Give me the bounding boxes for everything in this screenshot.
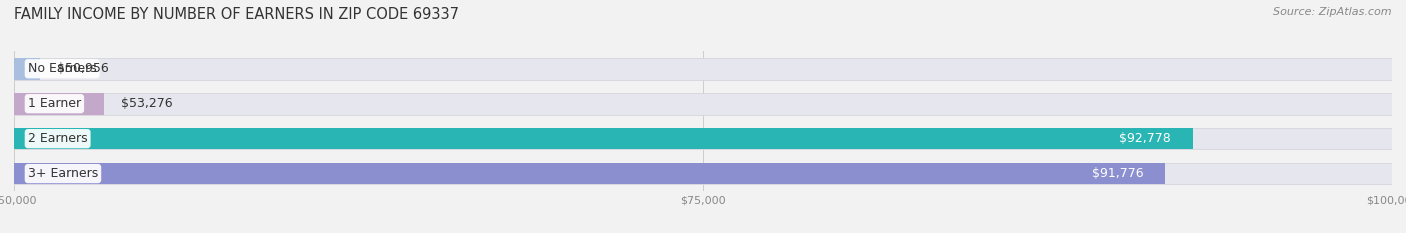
Text: 3+ Earners: 3+ Earners [28, 167, 98, 180]
Bar [14, 93, 104, 115]
Bar [14, 93, 1392, 115]
Bar [14, 163, 1166, 185]
Bar [14, 128, 1192, 150]
Bar [14, 163, 1392, 185]
Text: $92,778: $92,778 [1119, 132, 1171, 145]
Text: Source: ZipAtlas.com: Source: ZipAtlas.com [1274, 7, 1392, 17]
Bar [14, 58, 41, 80]
Text: FAMILY INCOME BY NUMBER OF EARNERS IN ZIP CODE 69337: FAMILY INCOME BY NUMBER OF EARNERS IN ZI… [14, 7, 460, 22]
Bar [14, 128, 1392, 150]
Text: $53,276: $53,276 [121, 97, 173, 110]
Text: 2 Earners: 2 Earners [28, 132, 87, 145]
Text: $50,956: $50,956 [56, 62, 108, 75]
Bar [14, 58, 1392, 80]
Text: 1 Earner: 1 Earner [28, 97, 82, 110]
Text: $91,776: $91,776 [1091, 167, 1143, 180]
Text: No Earners: No Earners [28, 62, 97, 75]
